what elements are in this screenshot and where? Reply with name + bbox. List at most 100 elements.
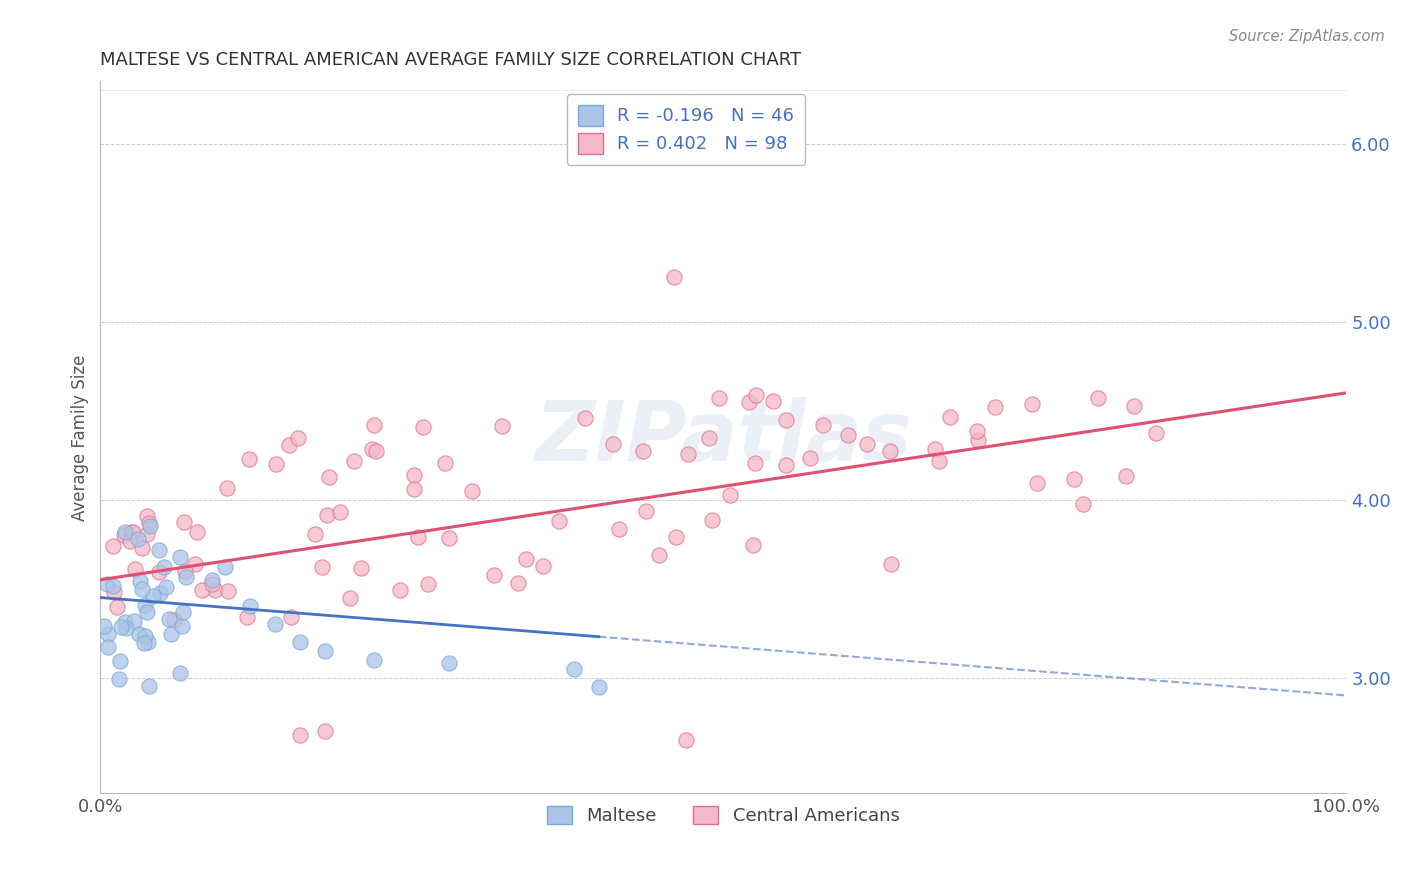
Point — [148, 543, 170, 558]
Point — [159, 627, 181, 641]
Point — [316, 508, 339, 523]
Point — [169, 666, 191, 681]
Point — [363, 653, 385, 667]
Point — [157, 611, 180, 625]
Point — [170, 619, 193, 633]
Point — [775, 458, 797, 473]
Point — [96, 577, 118, 591]
Point — [186, 525, 208, 540]
Point — [288, 728, 311, 742]
Point — [562, 662, 585, 676]
Point — [201, 576, 224, 591]
Point — [775, 412, 797, 426]
Point — [879, 444, 901, 458]
Point — [101, 578, 124, 592]
Text: MALTESE VS CENTRAL AMERICAN AVERAGE FAMILY SIZE CORRELATION CHART: MALTESE VS CENTRAL AMERICAN AVERAGE FAMI… — [100, 51, 801, 69]
Point — [93, 619, 115, 633]
Point — [103, 585, 125, 599]
Point — [675, 733, 697, 747]
Point — [142, 589, 165, 603]
Point — [361, 442, 384, 456]
Point — [676, 447, 699, 461]
Point — [939, 409, 962, 424]
Point — [214, 560, 236, 574]
Point — [173, 515, 195, 529]
Point — [114, 615, 136, 629]
Point — [1026, 475, 1049, 490]
Point — [110, 620, 132, 634]
Point — [152, 560, 174, 574]
Point — [201, 573, 224, 587]
Point — [966, 424, 988, 438]
Point — [148, 566, 170, 580]
Point — [136, 527, 159, 541]
Point — [718, 488, 741, 502]
Point — [217, 583, 239, 598]
Point — [491, 418, 513, 433]
Point — [966, 433, 988, 447]
Point — [314, 644, 336, 658]
Point — [278, 438, 301, 452]
Point — [149, 586, 172, 600]
Point — [439, 657, 461, 671]
Point — [136, 635, 159, 649]
Point — [636, 503, 658, 517]
Point — [1071, 497, 1094, 511]
Point — [190, 582, 212, 597]
Point — [574, 411, 596, 425]
Point — [264, 457, 287, 471]
Point — [799, 450, 821, 465]
Point — [745, 388, 768, 402]
Point — [837, 428, 859, 442]
Point — [135, 605, 157, 619]
Point — [350, 561, 373, 575]
Point — [631, 443, 654, 458]
Point — [744, 457, 766, 471]
Point — [131, 582, 153, 597]
Point — [318, 470, 340, 484]
Point — [515, 551, 537, 566]
Point — [97, 626, 120, 640]
Y-axis label: Average Family Size: Average Family Size — [72, 354, 89, 521]
Point — [138, 679, 160, 693]
Point — [135, 508, 157, 523]
Point — [742, 538, 765, 552]
Point — [169, 550, 191, 565]
Point — [172, 605, 194, 619]
Point — [120, 534, 142, 549]
Point — [155, 581, 177, 595]
Point — [856, 437, 879, 451]
Point — [132, 635, 155, 649]
Point — [115, 621, 138, 635]
Point — [174, 564, 197, 578]
Point — [120, 524, 142, 539]
Point — [287, 431, 309, 445]
Point — [1144, 426, 1167, 441]
Text: ZIPatlas: ZIPatlas — [534, 397, 912, 478]
Point — [404, 482, 426, 496]
Point — [314, 724, 336, 739]
Point — [329, 505, 352, 519]
Point — [343, 454, 366, 468]
Point — [416, 577, 439, 591]
Point — [1021, 397, 1043, 411]
Point — [1087, 392, 1109, 406]
Point — [139, 519, 162, 533]
Point — [121, 524, 143, 539]
Point — [434, 456, 457, 470]
Point — [928, 454, 950, 468]
Point — [288, 635, 311, 649]
Point — [311, 559, 333, 574]
Point — [607, 522, 630, 536]
Point — [665, 530, 688, 544]
Point — [114, 524, 136, 539]
Point — [508, 576, 530, 591]
Point — [412, 419, 434, 434]
Point — [924, 442, 946, 456]
Point — [163, 613, 186, 627]
Legend: Maltese, Central Americans: Maltese, Central Americans — [538, 797, 908, 834]
Point — [174, 570, 197, 584]
Point — [239, 599, 262, 614]
Text: Source: ZipAtlas.com: Source: ZipAtlas.com — [1229, 29, 1385, 44]
Point — [131, 541, 153, 555]
